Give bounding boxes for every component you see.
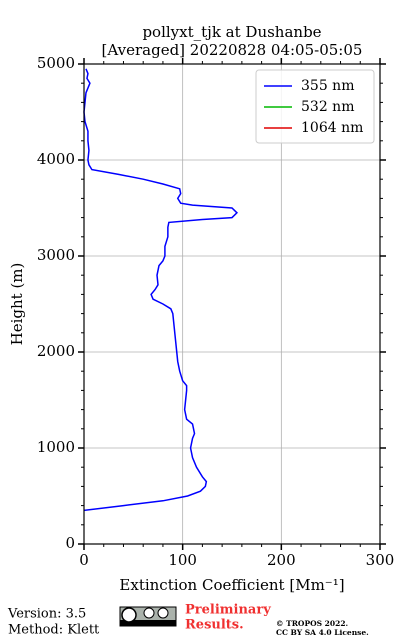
y-axis-label: Height (m) <box>8 263 26 346</box>
copyright: © TROPOS 2022. <box>276 619 348 628</box>
y-tick-label: 5000 <box>37 54 75 72</box>
legend-label: 532 nm <box>301 99 354 115</box>
method: Method: Klett <box>8 623 100 638</box>
data-line <box>83 68 239 512</box>
legend-label: 355 nm <box>301 78 354 94</box>
copyright: CC BY SA 4.0 License. <box>276 628 369 637</box>
chart-subtitle: [Averaged] 20220828 04:05-05:05 <box>102 41 363 59</box>
preliminary: Preliminary <box>185 603 271 618</box>
x-tick-label: 0 <box>79 551 89 569</box>
y-tick-label: 1000 <box>37 438 75 456</box>
y-tick-label: 3000 <box>37 246 75 264</box>
x-tick-label: 200 <box>267 551 296 569</box>
y-tick-label: 0 <box>65 534 75 552</box>
x-tick-label: 300 <box>366 551 395 569</box>
plot-frame <box>83 63 381 545</box>
legend-label: 1064 nm <box>301 120 363 136</box>
x-axis-label: Extinction Coefficient [Mm⁻¹] <box>119 576 344 594</box>
preliminary: Results. <box>185 618 244 633</box>
y-tick-label: 4000 <box>37 150 75 168</box>
x-tick-label: 100 <box>168 551 197 569</box>
legend-box <box>255 69 375 144</box>
y-tick-label: 2000 <box>37 342 75 360</box>
license-badge <box>119 606 177 627</box>
chart-title: pollyxt_tjk at Dushanbe <box>142 23 321 41</box>
version: Version: 3.5 <box>7 607 86 622</box>
